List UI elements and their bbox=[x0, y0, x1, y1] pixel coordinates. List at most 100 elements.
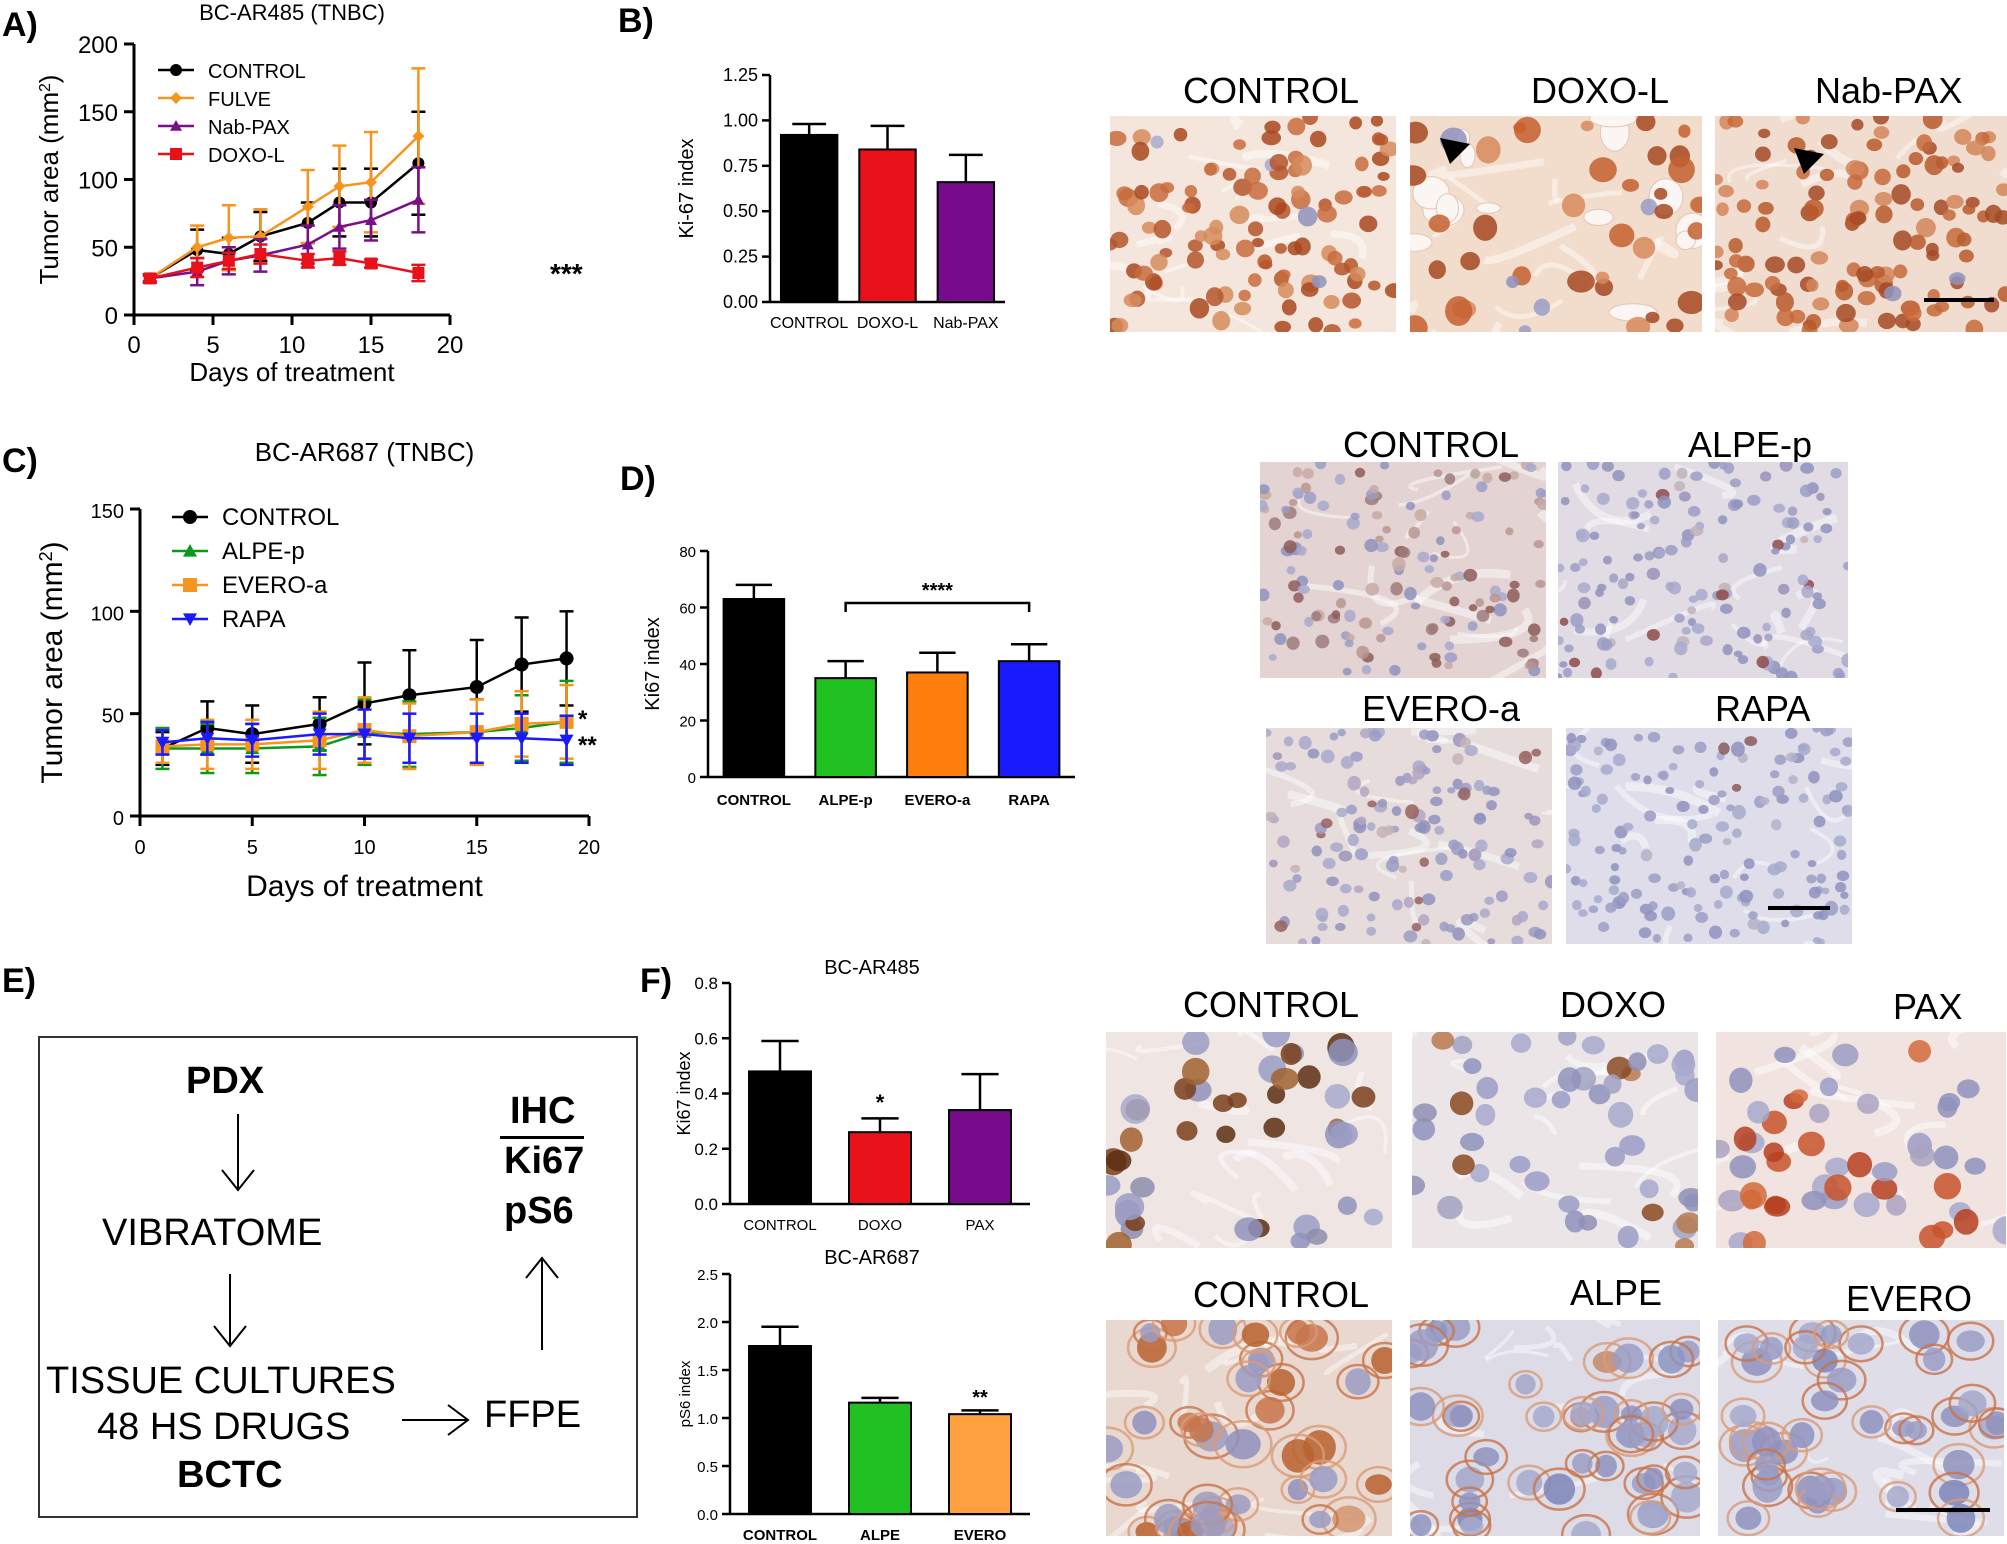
chart-a-point bbox=[365, 257, 377, 270]
micrograph-nucleus bbox=[1342, 292, 1362, 309]
micrograph-nucleus bbox=[1803, 199, 1824, 219]
chart-d-bar-evero-a bbox=[906, 671, 969, 779]
chart-f-top-category-label: DOXO bbox=[858, 1217, 902, 1234]
micrograph-stroma bbox=[1571, 482, 1653, 525]
micrograph-nucleus bbox=[1735, 1506, 1762, 1530]
micrograph-nucleus bbox=[1617, 578, 1629, 590]
micrograph-nucleus bbox=[1693, 903, 1703, 913]
micrograph-nucleus bbox=[1713, 899, 1723, 909]
micrograph-nucleus bbox=[1836, 303, 1856, 323]
micrograph-membrane bbox=[1661, 1392, 1700, 1426]
micrograph-nucleus bbox=[1821, 887, 1830, 895]
micrograph-nucleus bbox=[1786, 752, 1798, 763]
micrograph-nucleus bbox=[1356, 185, 1372, 198]
chart-f-bottom-title: BC-AR687 bbox=[824, 1247, 920, 1269]
micrograph-nucleus bbox=[1315, 634, 1330, 649]
micrograph-nucleus bbox=[1926, 304, 1943, 317]
micrograph-nucleus bbox=[1816, 492, 1825, 502]
micrograph-nucleus bbox=[1727, 276, 1747, 297]
micrograph-nucleus bbox=[1789, 1422, 1815, 1449]
micrograph-nucleus bbox=[1668, 883, 1679, 892]
micrograph-nucleus bbox=[1111, 318, 1129, 332]
micrograph-stroma bbox=[1788, 317, 1868, 332]
micrograph-nucleus bbox=[1569, 657, 1581, 668]
micrograph-nucleus bbox=[1344, 609, 1356, 623]
chart-c-title: BC-AR687 (TNBC) bbox=[255, 437, 475, 467]
micrograph-nucleus bbox=[1622, 822, 1634, 832]
micrograph-nucleus bbox=[1810, 1390, 1839, 1412]
micrograph-nucleus bbox=[1589, 157, 1617, 183]
micrograph-nucleus bbox=[1317, 922, 1328, 932]
micrograph-nucleus bbox=[1511, 935, 1524, 944]
micrograph-nucleus bbox=[1954, 129, 1972, 145]
micrograph-nucleus bbox=[1805, 1475, 1837, 1502]
micrograph-nucleus bbox=[1689, 837, 1702, 852]
micrograph-nucleus bbox=[1772, 888, 1785, 899]
micrograph-nucleus bbox=[1698, 804, 1709, 814]
micrograph-nucleus bbox=[1283, 879, 1297, 892]
chart-a-point bbox=[301, 238, 314, 250]
micrograph-stroma bbox=[1673, 463, 1737, 500]
micrograph-nucleus bbox=[1523, 871, 1538, 884]
micrograph-nucleus bbox=[1493, 603, 1507, 617]
micrograph-nucleus bbox=[1996, 183, 2007, 197]
micrograph-nucleus bbox=[1877, 312, 1896, 330]
micrograph-nucleus bbox=[1451, 526, 1461, 535]
micrograph-nucleus bbox=[1644, 910, 1658, 922]
micrograph-nucleus bbox=[1558, 673, 1563, 678]
micrograph-nucleus bbox=[1675, 1238, 1695, 1248]
micrograph-membrane bbox=[1284, 1320, 1340, 1361]
micro-title-f-doxo: DOXO bbox=[1560, 984, 1667, 1025]
micrograph-nucleus bbox=[1344, 639, 1354, 648]
chart-a-ylabel: Tumor area (mm2) bbox=[34, 75, 64, 285]
micrograph-nucleus bbox=[1570, 1401, 1596, 1426]
micrograph-nucleus bbox=[1636, 522, 1646, 530]
micrograph-nucleus bbox=[1463, 1058, 1482, 1075]
micrograph-nucleus bbox=[1235, 1365, 1262, 1393]
micrograph-nucleus bbox=[1288, 580, 1301, 592]
micrograph-nucleus bbox=[1408, 526, 1421, 539]
micrograph-nucleus bbox=[1251, 237, 1264, 248]
micrograph-nucleus bbox=[1640, 198, 1658, 216]
micrograph-membrane bbox=[1801, 1381, 1849, 1420]
chart-c-point bbox=[312, 728, 327, 742]
micrograph-stroma bbox=[1251, 1192, 1265, 1220]
micrograph-nucleus bbox=[1531, 839, 1544, 849]
micrograph-nucleus bbox=[1654, 548, 1666, 558]
chart-a-point bbox=[301, 200, 314, 213]
micrograph-d-alpe bbox=[1558, 462, 1848, 678]
micrograph-nucleus bbox=[1510, 1033, 1532, 1053]
micrograph-texture bbox=[1558, 462, 1848, 678]
micrograph-nucleus bbox=[1873, 126, 1890, 139]
micrograph-membrane bbox=[1931, 1396, 1979, 1436]
micrograph-nucleus bbox=[1368, 280, 1381, 291]
micrograph-nucleus bbox=[1933, 1145, 1959, 1170]
micrograph-nucleus bbox=[1302, 468, 1314, 480]
chart-a-point bbox=[412, 193, 425, 205]
micrograph-nucleus bbox=[1436, 536, 1445, 546]
micrograph-nucleus bbox=[1326, 876, 1339, 887]
micrograph-nucleus bbox=[1304, 616, 1314, 627]
micrograph-nucleus bbox=[1274, 320, 1292, 332]
micrograph-nucleus bbox=[1303, 491, 1317, 504]
micrograph-nucleus bbox=[1132, 129, 1151, 146]
chart-a-point bbox=[412, 266, 425, 279]
micrograph-nucleus bbox=[1769, 770, 1780, 779]
micrograph-nucleus bbox=[1645, 311, 1660, 324]
micrograph-nucleus bbox=[1114, 1193, 1145, 1221]
micrograph-nucleus bbox=[1813, 815, 1826, 828]
micrograph-nucleus bbox=[1368, 891, 1380, 902]
micrograph-nucleus bbox=[1949, 272, 1966, 285]
chart-f-bottom-bar-evero bbox=[948, 1413, 1012, 1515]
chart-f-top-ylabel: Ki67 index bbox=[674, 1051, 694, 1135]
micrograph-nucleus bbox=[1801, 585, 1814, 599]
micrograph-f-control bbox=[1106, 1032, 1392, 1248]
micrograph-nucleus bbox=[1460, 913, 1474, 926]
micrograph-nucleus bbox=[1248, 273, 1262, 287]
micrograph-nucleus bbox=[1758, 128, 1771, 139]
chart-c-legend-label: RAPA bbox=[222, 606, 286, 633]
micrograph-nucleus bbox=[1630, 888, 1643, 899]
micrograph-nucleus bbox=[1468, 604, 1478, 612]
micrograph-nucleus bbox=[1338, 850, 1353, 862]
micrograph-nucleus bbox=[1964, 1157, 1986, 1175]
